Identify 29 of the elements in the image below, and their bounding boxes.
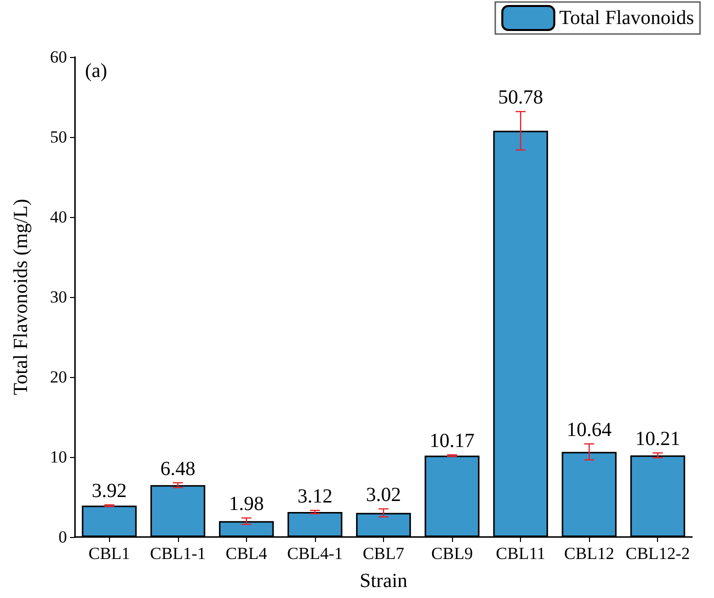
data-label: 10.17 bbox=[430, 430, 475, 452]
x-tick-label: CBL1-1 bbox=[150, 544, 206, 563]
y-tick-label: 20 bbox=[50, 368, 67, 386]
data-label: 10.64 bbox=[566, 418, 612, 441]
data-label: 6.48 bbox=[160, 458, 196, 480]
data-label: 10.21 bbox=[635, 428, 680, 450]
y-tick-label: 30 bbox=[50, 288, 67, 306]
y-tick-label: 0 bbox=[58, 528, 67, 546]
x-tick-label: CBL9 bbox=[431, 544, 473, 563]
x-tick-label: CBL4-1 bbox=[287, 544, 343, 563]
x-tick-label: CBL4 bbox=[226, 544, 268, 563]
y-tick-label: 60 bbox=[50, 48, 67, 66]
data-label: 50.78 bbox=[498, 86, 544, 109]
y-axis-title: Total Flavonoids (mg/L) bbox=[10, 198, 32, 396]
y-tick-label: 10 bbox=[50, 448, 67, 466]
x-tick-label: CBL7 bbox=[362, 544, 405, 563]
legend-label: Total Flavonoids bbox=[559, 7, 694, 29]
y-tick-label: 50 bbox=[50, 128, 67, 146]
x-tick-label: CBL1 bbox=[88, 544, 130, 563]
x-tick-label: CBL12-2 bbox=[626, 544, 690, 563]
data-label: 3.12 bbox=[297, 485, 332, 508]
data-label: 1.98 bbox=[228, 492, 264, 515]
y-tick-label: 40 bbox=[50, 208, 67, 226]
data-label: 3.02 bbox=[366, 484, 401, 506]
annotation: (a) bbox=[85, 60, 108, 82]
x-axis-title: Strain bbox=[360, 570, 408, 592]
data-label: 3.92 bbox=[92, 480, 127, 502]
x-tick-label: CBL12 bbox=[564, 544, 614, 563]
x-tick-label: CBL11 bbox=[496, 544, 546, 563]
